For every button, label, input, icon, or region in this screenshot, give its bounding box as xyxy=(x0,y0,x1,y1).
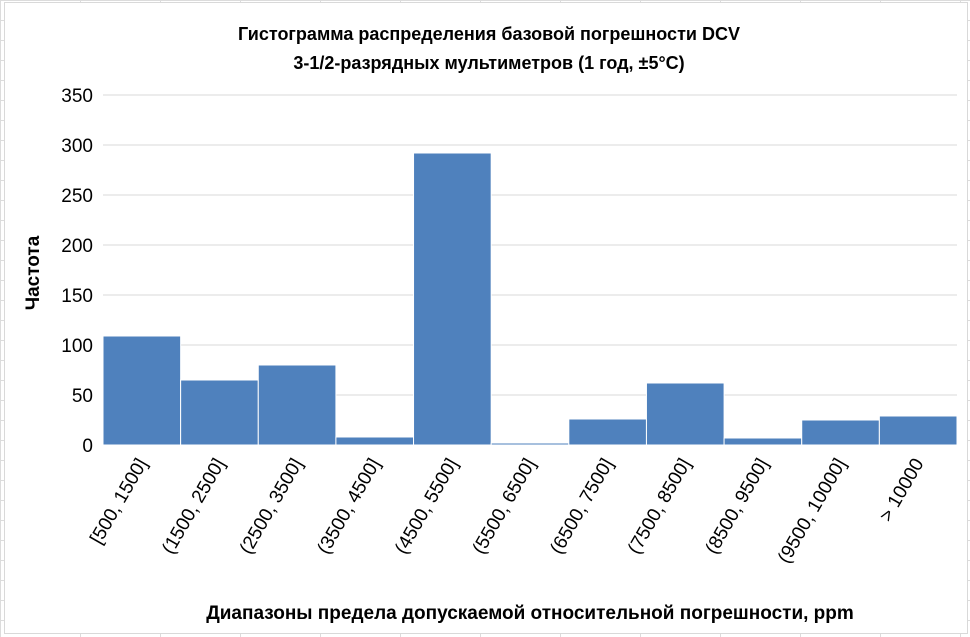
bar-10 xyxy=(878,415,958,446)
bars xyxy=(102,152,958,446)
x-tick-label: > 10000 xyxy=(876,455,929,525)
x-tick-label: (7500, 8500] xyxy=(624,455,696,558)
bar-5 xyxy=(490,442,570,446)
x-tick-label: (3500, 4500] xyxy=(314,455,386,558)
chart-title-line-1: Гистограмма распределения базовой погреш… xyxy=(238,24,740,44)
bar-4 xyxy=(413,152,492,446)
y-tick-label: 0 xyxy=(82,436,93,457)
y-tick-label: 250 xyxy=(61,186,93,207)
x-tick-label: (6500, 7500] xyxy=(546,455,618,558)
y-axis-ticks: 0 50 100 150 200 250 300 350 xyxy=(61,86,93,457)
x-tick-label: [500, 1500] xyxy=(86,455,152,548)
chart-title-line-2: 3-1/2-разрядных мультиметров (1 год, ±5°… xyxy=(293,53,684,73)
bar-8 xyxy=(723,437,803,446)
bar-2 xyxy=(257,364,337,446)
x-tick-label: (2500, 3500] xyxy=(236,455,308,558)
bar-3 xyxy=(335,436,415,446)
bar-6 xyxy=(568,418,647,446)
x-axis-title: Диапазоны предела допускаемой относитель… xyxy=(206,603,854,624)
x-tick-label: (4500, 5500] xyxy=(391,455,463,558)
y-tick-label: 300 xyxy=(61,136,93,157)
y-tick-label: 350 xyxy=(61,86,93,107)
y-axis-title: Частота xyxy=(23,235,44,310)
x-axis-ticks: [500, 1500] (1500, 2500] (2500, 3500] (3500… xyxy=(86,455,928,567)
bar-7 xyxy=(645,382,725,446)
x-tick-label: (9500, 10000] xyxy=(774,455,851,567)
y-tick-label: 100 xyxy=(61,336,93,357)
y-tick-label: 50 xyxy=(72,386,93,407)
y-tick-label: 200 xyxy=(61,236,93,257)
x-tick-label: (1500, 2500] xyxy=(158,455,230,558)
bar-0 xyxy=(102,335,182,446)
x-tick-label: (8500, 9500] xyxy=(702,455,774,558)
bar-9 xyxy=(801,419,880,446)
bar-1 xyxy=(180,379,259,446)
x-tick-label: (5500, 6500] xyxy=(469,455,541,558)
histogram-chart: Гистограмма распределения базовой погреш… xyxy=(23,24,958,624)
chart-area[interactable]: Гистограмма распределения базовой погреш… xyxy=(4,2,968,634)
y-tick-label: 150 xyxy=(61,286,93,307)
